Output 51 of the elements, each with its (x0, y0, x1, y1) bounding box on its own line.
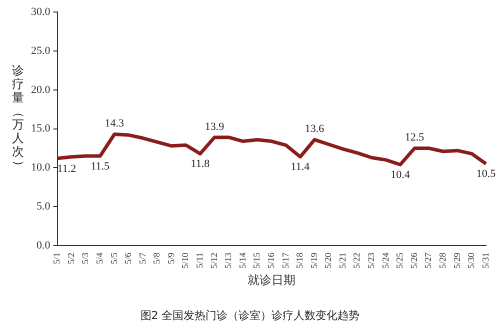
x-tick-label: 5/16 (266, 252, 276, 269)
x-tick-label: 5/17 (280, 252, 290, 269)
x-tick-label: 5/1 (52, 252, 62, 264)
data-label: 10.5 (476, 168, 496, 180)
x-tick-label: 5/8 (152, 252, 162, 264)
x-tick-label: 5/25 (394, 252, 405, 269)
x-tick-label: 5/13 (223, 252, 234, 269)
x-tick-label: 5/24 (380, 252, 390, 269)
x-tick-label: 5/28 (437, 252, 448, 269)
x-tick-label: 5/20 (323, 252, 334, 269)
x-tick-label: 5/15 (252, 252, 262, 269)
x-tick-label: 5/5 (108, 252, 119, 264)
y-tick-label: 5.0 (36, 200, 51, 213)
y-axis-title: 诊疗量（万人次） (12, 64, 26, 172)
x-tick-label: 5/3 (80, 252, 90, 264)
x-tick-label: 5/2 (66, 252, 76, 264)
data-label: 11.8 (190, 158, 210, 170)
x-tick-label: 5/22 (352, 252, 362, 269)
x-axis-title: 就诊日期 (248, 272, 296, 287)
x-tick-label: 5/18 (294, 252, 305, 269)
data-label: 11.4 (290, 161, 310, 174)
x-tick-label: 5/29 (452, 252, 462, 269)
y-tick-label: 10.0 (31, 162, 51, 174)
y-tick-label: 15.0 (31, 122, 51, 135)
data-label: 10.4 (390, 169, 410, 182)
x-tick-label: 5/31 (480, 252, 490, 269)
x-tick-label: 5/4 (94, 252, 104, 264)
x-tick-label: 5/26 (408, 252, 419, 269)
x-tick-label: 5/14 (237, 252, 248, 269)
y-tick-label: 30.0 (31, 6, 51, 18)
y-tick-label: 0.0 (36, 239, 51, 252)
x-tick-label: 5/7 (137, 252, 148, 264)
x-tick-label: 5/12 (208, 252, 219, 269)
x-tick-label: 5/10 (180, 252, 190, 269)
x-tick-label: 5/23 (366, 252, 376, 269)
data-label: 13.6 (304, 123, 325, 136)
y-tick-label: 25.0 (31, 44, 51, 57)
data-label: 11.5 (90, 160, 110, 172)
x-tick-label: 5/27 (423, 252, 434, 269)
caption: 图2 全国发热门诊（诊室）诊疗人数变化趋势 (139, 308, 361, 323)
data-label: 13.9 (204, 120, 225, 133)
data-label: 14.3 (104, 118, 125, 130)
x-tick-label: 5/11 (194, 252, 205, 268)
y-tick-label: 20.0 (31, 84, 51, 96)
x-tick-label: 5/9 (166, 252, 176, 264)
x-tick-label: 5/21 (337, 252, 348, 269)
x-tick-label: 5/6 (123, 252, 134, 264)
x-tick-label: 5/19 (308, 252, 319, 269)
data-label: 11.2 (57, 162, 76, 175)
x-tick-label: 5/30 (466, 252, 476, 269)
data-label: 12.5 (404, 132, 425, 144)
